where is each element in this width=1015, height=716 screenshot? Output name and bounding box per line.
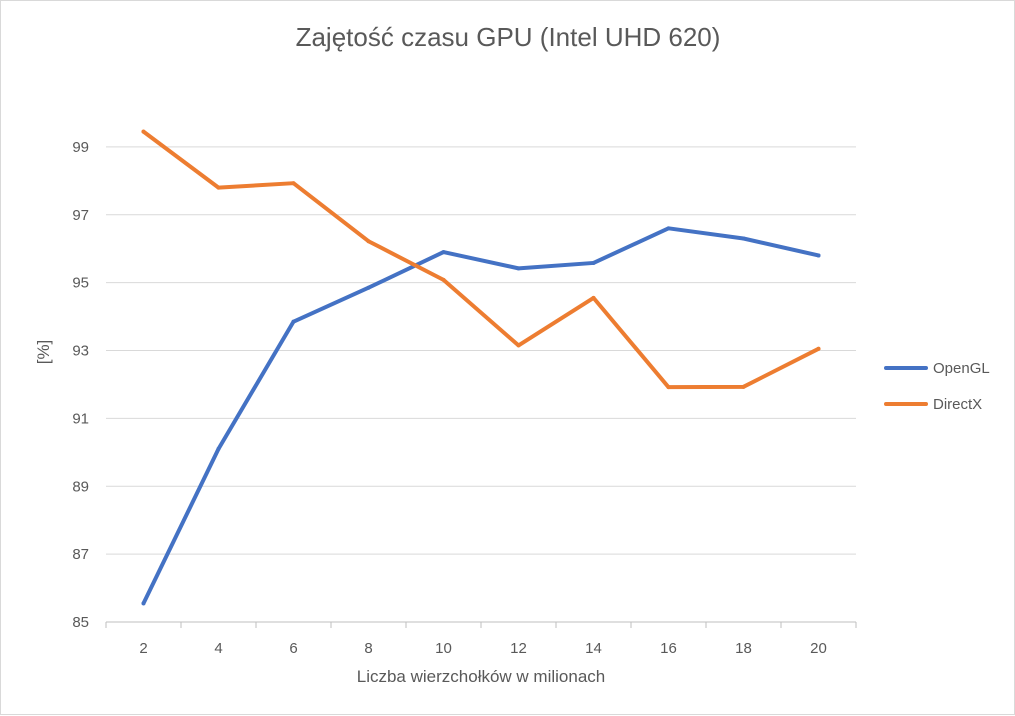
x-axis-label: Liczba wierzchołków w milionach <box>357 667 605 686</box>
series-line-directx <box>141 129 821 390</box>
x-tick-label: 2 <box>139 640 147 657</box>
data-point-opengl <box>291 319 296 324</box>
x-tick-label: 10 <box>435 640 452 657</box>
y-tick-label: 87 <box>72 546 89 563</box>
series-lines <box>141 129 821 606</box>
data-point-opengl <box>366 285 371 290</box>
x-tick-labels: 2 4 6 8 10 12 14 16 18 20 <box>105 622 857 657</box>
data-point-directx <box>291 181 296 186</box>
data-point-opengl <box>441 250 446 255</box>
data-point-directx <box>741 384 746 389</box>
y-tick-label: 95 <box>72 275 89 292</box>
data-point-opengl <box>741 236 746 241</box>
x-tick-label: 20 <box>810 640 827 657</box>
series-line-opengl <box>141 226 821 606</box>
data-point-opengl <box>516 266 521 271</box>
data-point-opengl <box>216 446 221 451</box>
x-tick-label: 12 <box>510 640 527 657</box>
data-point-opengl <box>591 260 596 265</box>
y-tick-label: 85 <box>72 614 89 631</box>
x-tick-label: 8 <box>364 640 372 657</box>
gridlines <box>106 146 856 623</box>
y-tick-label: 99 <box>72 139 89 156</box>
y-tick-label: 93 <box>72 343 89 360</box>
legend: OpenGL DirectX <box>884 360 990 413</box>
y-tick-label: 89 <box>72 478 89 495</box>
x-tick-label: 16 <box>660 640 677 657</box>
legend-label: OpenGL <box>933 360 990 377</box>
y-axis-label: [%] <box>34 340 53 365</box>
data-point-directx <box>816 346 821 351</box>
x-tick-label: 4 <box>214 640 222 657</box>
data-point-directx <box>666 385 671 390</box>
x-tick-label: 18 <box>735 640 752 657</box>
y-tick-labels: 85 87 89 91 93 95 97 99 <box>72 139 89 631</box>
data-point-directx <box>366 239 371 244</box>
x-tick-label: 6 <box>289 640 297 657</box>
data-point-directx <box>516 343 521 348</box>
data-point-directx <box>591 295 596 300</box>
y-tick-label: 91 <box>72 410 89 427</box>
y-tick-label: 97 <box>72 207 89 224</box>
chart-title: Zajętość czasu GPU (Intel UHD 620) <box>296 22 721 52</box>
data-point-directx <box>141 129 146 134</box>
data-point-opengl <box>141 601 146 606</box>
data-point-directx <box>216 185 221 190</box>
legend-label: DirectX <box>933 396 982 413</box>
data-point-opengl <box>816 253 821 258</box>
x-tick-label: 14 <box>585 640 602 657</box>
data-point-opengl <box>666 226 671 231</box>
data-point-directx <box>441 277 446 282</box>
